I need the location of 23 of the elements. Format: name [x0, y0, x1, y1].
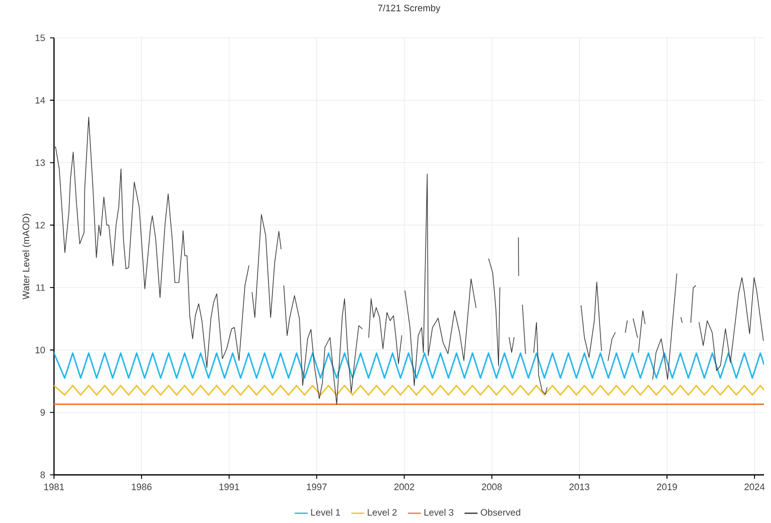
- x-tick-label: 2008: [482, 484, 502, 490]
- x-tick-label: 1986: [132, 484, 152, 490]
- x-tick-label: 1997: [307, 484, 327, 490]
- y-tick-label: 11: [36, 284, 45, 291]
- x-tick-label: 1991: [219, 484, 240, 490]
- x-tick-label: 2024: [744, 484, 765, 490]
- x-tick-label: 2013: [569, 484, 590, 490]
- legend-label: Observed: [480, 508, 520, 516]
- x-tick-label: 2019: [657, 484, 677, 490]
- y-tick-label: 12: [36, 222, 45, 228]
- y-tick-label: 15: [36, 34, 45, 42]
- x-tick-label: 1981: [44, 484, 64, 490]
- y-tick-label: 14: [36, 97, 46, 104]
- legend-label: Level 1: [311, 508, 340, 516]
- x-tick-label: 2002: [394, 484, 414, 490]
- y-tick-label: 9: [40, 409, 45, 416]
- y-tick-label: 8: [40, 472, 45, 478]
- y-tick-label: 13: [36, 159, 45, 166]
- legend-label: Level 2: [368, 508, 397, 516]
- legend-label: Level 3: [424, 508, 454, 516]
- y-axis-title: Water Level (mAOD): [22, 214, 32, 300]
- chart-title: 7/121 Scremby: [378, 4, 440, 14]
- y-tick-label: 10: [36, 346, 45, 354]
